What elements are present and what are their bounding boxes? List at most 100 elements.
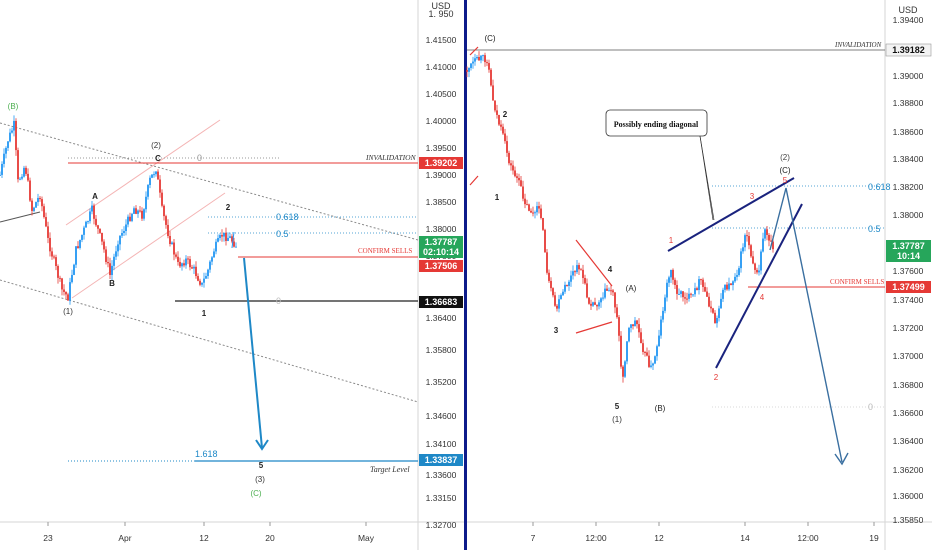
candle-body: [492, 85, 494, 101]
wave-label-1: 1: [202, 309, 207, 318]
candle-body: [474, 58, 476, 62]
candle-body: [233, 241, 235, 247]
candle-body: [59, 277, 61, 279]
candle-body: [596, 304, 598, 307]
candle-body: [223, 232, 225, 237]
candle-body: [1, 163, 3, 175]
candle-body: [229, 236, 231, 238]
wave-label-C-green: (C): [250, 489, 261, 498]
candle-body: [139, 210, 141, 212]
candle-body: [702, 279, 704, 287]
candle-body: [542, 218, 544, 230]
left-chart-pane[interactable]: 1. 950 1.41500 1.41000 1.40500 1.40000 1.395…: [0, 0, 464, 550]
candle-body: [155, 171, 157, 175]
r-wave-label-A-paren: (A): [626, 284, 637, 293]
candle-body: [516, 176, 518, 178]
candle-body: [540, 208, 542, 219]
right-chart-pane[interactable]: USD USD 1.39400 1.39000 1.38800 1.38600 1.38…: [431, 0, 932, 550]
right-y-tick-label: 1.38200: [893, 182, 924, 192]
candle-body: [634, 320, 636, 327]
candle-body: [95, 218, 97, 226]
candle-body: [716, 317, 718, 324]
wave-label-C: C: [155, 154, 161, 163]
left-price-axis[interactable]: [418, 0, 464, 550]
price-tag-bg: [885, 43, 932, 57]
triangle-lower-line[interactable]: [575, 321, 613, 334]
candle-body: [610, 290, 612, 292]
left-y-tick-label: 1.35800: [426, 345, 457, 355]
left-y-tick-label: 1.34600: [426, 411, 457, 421]
candle-body: [47, 226, 49, 238]
candle-body: [39, 197, 41, 200]
projection-arrow-line[interactable]: [243, 257, 263, 449]
candle-body: [157, 171, 159, 180]
candle-body: [199, 280, 201, 285]
candle-body: [714, 312, 716, 324]
wave-label-2-paren: (2): [151, 141, 161, 150]
r-wave-label-2: 2: [503, 110, 508, 119]
pane-divider[interactable]: [464, 0, 467, 550]
candle-body: [61, 278, 63, 290]
candle-body: [638, 324, 640, 333]
candle-body: [231, 236, 233, 242]
candle-body: [576, 265, 578, 273]
candle-body: [472, 61, 474, 64]
right-plot-area[interactable]: [467, 0, 885, 522]
candle-body: [191, 267, 193, 269]
candle-body: [708, 296, 710, 307]
annotation-box[interactable]: [605, 109, 708, 137]
candle-body: [744, 235, 746, 248]
candle-body: [115, 251, 117, 257]
candle-body: [57, 266, 59, 278]
candle-body: [690, 293, 692, 295]
right-y-tick-label: 1.36800: [893, 380, 924, 390]
candle-body: [107, 261, 109, 264]
candle-body: [167, 224, 169, 236]
candle-body: [173, 242, 175, 255]
candle-body: [522, 186, 524, 199]
candle-body: [532, 212, 534, 214]
triangle-upper-line[interactable]: [575, 239, 613, 287]
candle-body: [478, 56, 480, 61]
projection-path-right[interactable]: [769, 187, 843, 463]
channel-left-stub: [0, 211, 41, 223]
parallel-red-line-lower[interactable]: [71, 192, 226, 299]
red-marker-mid: [469, 175, 479, 186]
candle-body: [586, 283, 588, 298]
candle-body: [538, 206, 540, 209]
candle-body: [153, 174, 155, 176]
candle-body: [151, 174, 153, 178]
right-y-ticks: 1.39400 1.39000 1.38800 1.38600 1.38400 1.382…: [893, 15, 924, 525]
candle-body: [225, 232, 227, 241]
candle-body: [35, 202, 37, 208]
invalidation-label-right: INVALIDATION: [834, 41, 882, 49]
candle-body: [556, 305, 558, 309]
right-y-tick-label: 1.36600: [893, 408, 924, 418]
candle-body: [756, 269, 758, 273]
candle-body: [163, 205, 165, 217]
candle-body: [740, 251, 742, 269]
diagonal-lower-line[interactable]: [715, 203, 803, 369]
candle-body: [536, 206, 538, 213]
diagonal-upper-line[interactable]: [667, 177, 795, 252]
left-y-tick-label: 1.40500: [426, 89, 457, 99]
fib-05-label: 0.5: [276, 229, 289, 239]
left-plot-area[interactable]: [0, 0, 418, 522]
right-candles[interactable]: [466, 51, 774, 383]
candle-body: [682, 291, 684, 298]
candle-body: [704, 286, 706, 292]
candle-body: [676, 284, 678, 294]
candle-body: [476, 56, 478, 59]
candle-body: [658, 335, 660, 347]
price-tag-label: 1.37499: [892, 282, 925, 292]
price-tag-bg: [886, 240, 931, 262]
candle-body: [81, 234, 83, 240]
candle-body: [169, 235, 171, 245]
left-candles[interactable]: [0, 115, 237, 305]
candle-body: [684, 297, 686, 299]
channel-upper-line[interactable]: [0, 122, 419, 241]
price-tag-label: 1.37506: [425, 261, 458, 271]
candle-body: [147, 185, 149, 197]
